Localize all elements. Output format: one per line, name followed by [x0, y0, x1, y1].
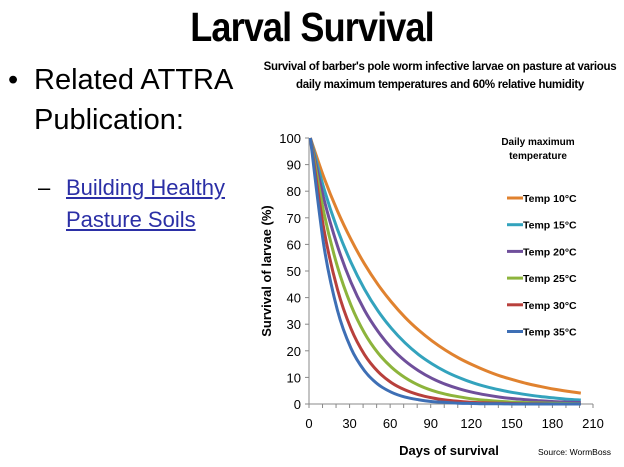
legend-title-line2: temperature [509, 151, 567, 162]
series-line-30c [308, 137, 581, 406]
legend-label: Temp 25°C [523, 273, 577, 285]
series-line-15c [308, 137, 581, 402]
y-tick-label: 10 [287, 370, 301, 385]
series-line-35c [308, 137, 581, 406]
legend-label: Temp 10°C [523, 193, 577, 205]
x-tick-label: 180 [542, 416, 564, 431]
bullet-text: Related ATTRA Publication: [34, 64, 232, 136]
x-tick-label: 60 [383, 416, 397, 431]
y-tick-label: 50 [287, 264, 301, 279]
y-tick-label: 30 [287, 317, 301, 332]
x-tick-label: 90 [423, 416, 437, 431]
chart-title: Survival of barber's pole worm infective… [263, 61, 617, 91]
y-tick-label: 20 [287, 344, 301, 359]
x-axis-label: Days of survival [399, 443, 499, 458]
x-tick-label: 120 [460, 416, 482, 431]
legend-label: Temp 15°C [523, 220, 577, 232]
y-tick-label: 60 [287, 237, 301, 252]
y-tick-label: 80 [287, 184, 301, 199]
series-line-20c [308, 137, 581, 404]
y-tick-label: 70 [287, 211, 301, 226]
legend-label: Temp 35°C [523, 327, 577, 339]
legend-label: Temp 20°C [523, 246, 577, 258]
y-tick-label: 40 [287, 291, 301, 306]
slide-title: Larval Survival [190, 4, 434, 50]
y-tick-label: 0 [294, 397, 301, 412]
y-tick-label: 100 [279, 131, 301, 146]
bullet-glyph: • [8, 64, 19, 96]
y-tick-label: 90 [287, 158, 301, 173]
legend-label: Temp 30°C [523, 300, 577, 312]
y-axis-label: Survival of larvae (%) [259, 205, 274, 337]
building-healthy-pasture-soils-link[interactable]: Building Healthy Pasture Soils [66, 175, 225, 232]
series-line-25c [308, 137, 581, 406]
x-tick-label: 0 [305, 416, 312, 431]
legend-title-line1: Daily maximum [501, 137, 574, 148]
sub-bullet-dash: – [38, 175, 51, 200]
x-tick-label: 30 [342, 416, 356, 431]
series-line-10c [308, 137, 582, 395]
source-label: Source: WormBoss [538, 447, 611, 457]
x-tick-label: 210 [582, 416, 604, 431]
x-tick-label: 150 [501, 416, 523, 431]
